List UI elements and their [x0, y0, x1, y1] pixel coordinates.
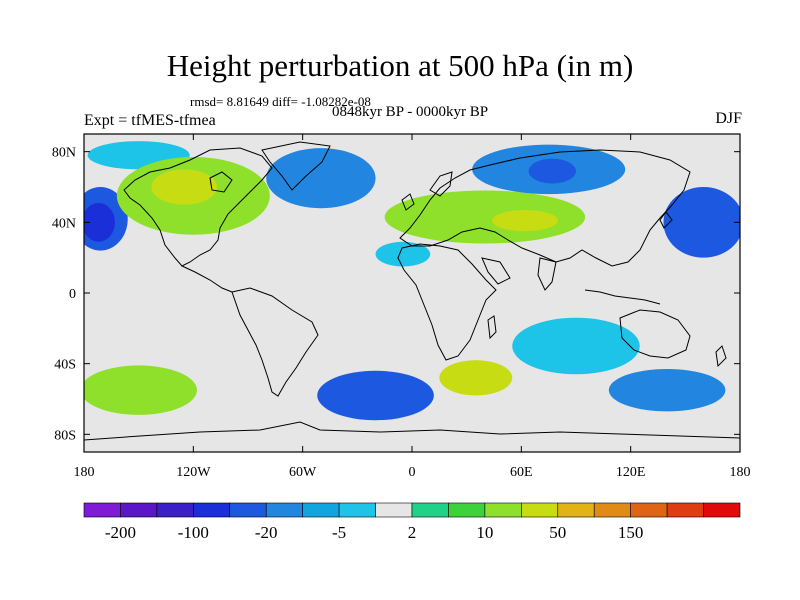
colorbar-box	[375, 502, 413, 518]
region-south-indian-high	[439, 360, 513, 396]
coastline-africa	[397, 243, 497, 361]
colorbar-label: 2	[408, 523, 417, 542]
colorbar-label: -20	[255, 523, 278, 542]
x-tick-label: 60W	[289, 465, 317, 480]
colorbar-label: -100	[178, 523, 209, 542]
coastline-scandinavia	[429, 171, 453, 197]
coastline-india	[537, 257, 557, 291]
region-greenland-low	[266, 148, 376, 209]
region-nw-pacific-low-core	[84, 202, 115, 242]
coastline-eurasia	[399, 149, 691, 267]
colorbar-box	[411, 502, 449, 518]
colorbar-box	[83, 502, 121, 518]
colorbar-box	[338, 502, 376, 518]
coastline-indonesia	[584, 289, 661, 305]
y-tick-label: 0	[69, 287, 76, 302]
x-tick-label: 0	[409, 465, 416, 480]
y-tick-label: 40S	[54, 358, 76, 373]
experiment-label: Expt = tfMES-tfmea	[84, 112, 216, 129]
colorbar-label: 150	[618, 523, 644, 542]
colorbar-box	[630, 502, 668, 518]
axis-ticks: 180 120W 60W 0 60E 120E 180 80N 40N 0 40S 80S	[52, 134, 751, 480]
plot-title: Height perturbation at 500 hPa (in m)	[166, 48, 634, 83]
coastline-new-zealand	[715, 345, 727, 368]
colorbar-box	[265, 502, 303, 518]
period-label: 0848kyr BP - 0000kyr BP	[331, 104, 489, 120]
colorbar-box	[557, 502, 595, 518]
colorbar-box	[703, 502, 741, 518]
colorbar: -200 -100 -20 -5 2 10 50 150	[83, 502, 741, 542]
region-southern-ocean-low	[608, 368, 726, 412]
x-tick-label: 180	[74, 465, 95, 480]
colorbar-box	[448, 502, 486, 518]
y-tick-label: 80S	[54, 428, 76, 443]
season-label: DJF	[715, 110, 742, 127]
colorbar-box	[229, 502, 267, 518]
colorbar-box	[484, 502, 522, 518]
region-eurasia-high-core	[492, 209, 558, 232]
y-tick-label: 40N	[52, 216, 76, 231]
coastline-greenland	[261, 141, 331, 191]
colorbar-box	[666, 502, 704, 518]
colorbar-label: 10	[476, 523, 493, 542]
x-tick-label: 180	[730, 465, 751, 480]
region-south-indian-low	[512, 317, 640, 375]
coastline-australia	[619, 309, 691, 359]
region-north-america-high-core	[151, 169, 218, 205]
coastline-antarctica	[84, 421, 740, 441]
region-west-pacific-low	[663, 187, 740, 258]
coastline-central-america	[181, 265, 233, 293]
colorbar-box	[156, 502, 194, 518]
colorbar-box	[302, 502, 340, 518]
region-siberia-low-core	[528, 158, 576, 184]
colorbar-box	[521, 502, 559, 518]
colorbar-label: 50	[549, 523, 566, 542]
x-tick-label: 60E	[510, 465, 533, 480]
colorbar-box	[593, 502, 631, 518]
x-tick-label: 120W	[176, 465, 211, 480]
colorbar-box	[193, 502, 231, 518]
colorbar-label: -5	[332, 523, 346, 542]
coastline-north-america	[123, 147, 273, 267]
colorbar-box	[120, 502, 158, 518]
region-north-africa-low	[375, 241, 431, 267]
colorbar-label: -200	[105, 523, 136, 542]
coastline-south-america	[231, 287, 319, 397]
coastline-uk	[401, 193, 415, 211]
coastline-arabia	[481, 257, 511, 285]
coastline-japan	[659, 211, 673, 229]
region-south-atlantic-low	[317, 370, 434, 421]
x-tick-label: 120E	[616, 465, 646, 480]
anomaly-regions	[84, 141, 740, 421]
statistics-label: rmsd= 8.81649 diff= -1.08282e-08	[190, 94, 371, 109]
y-tick-label: 80N	[52, 146, 76, 161]
region-south-pacific-high	[84, 365, 197, 415]
coastlines	[84, 141, 740, 441]
coastline-madagascar	[487, 315, 497, 340]
coastline-hudson-bay	[209, 171, 233, 193]
